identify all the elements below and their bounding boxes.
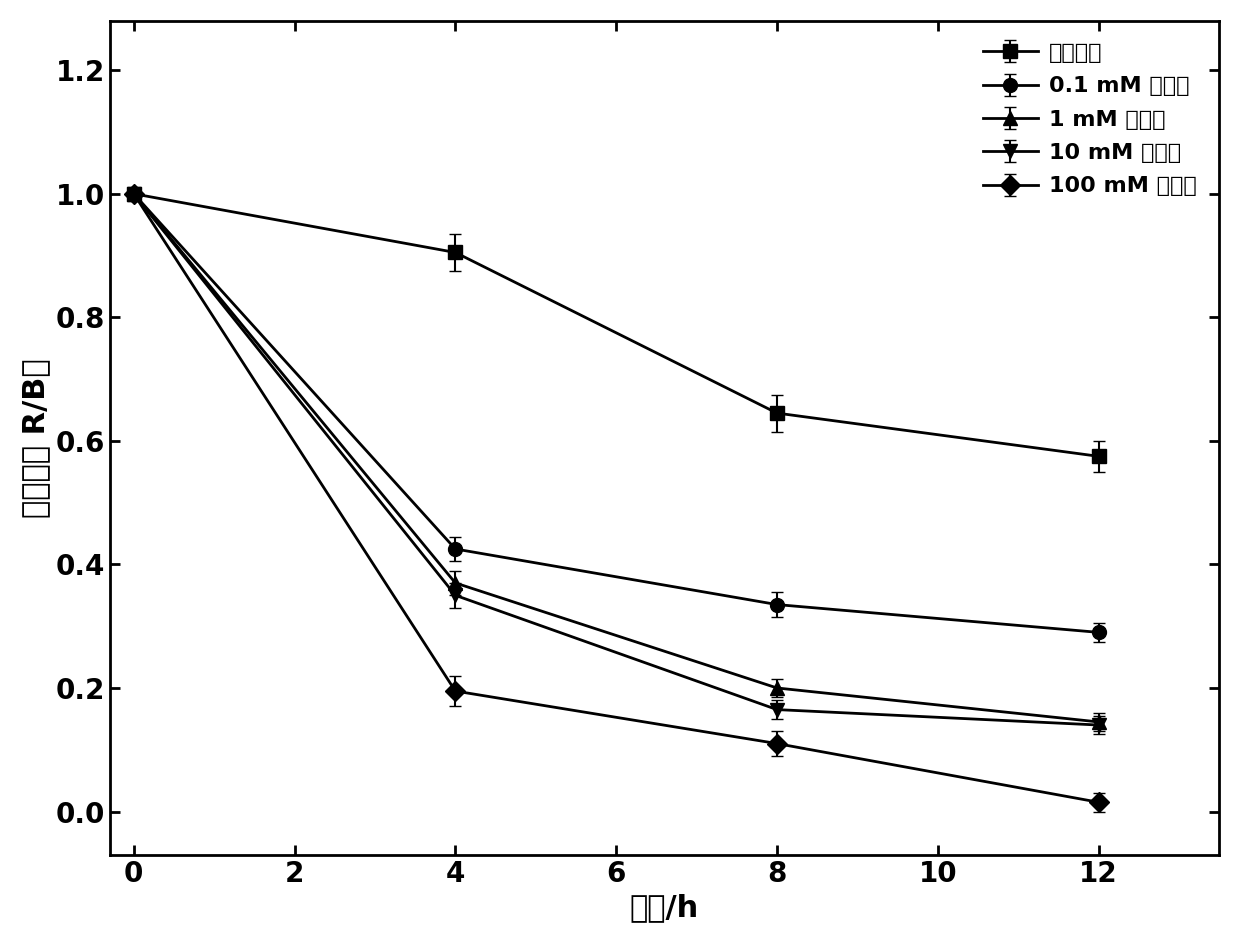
Legend: 无葡萄糖, 0.1 mM 葡萄糖, 1 mM 葡萄糖, 10 mM 葡萄糖, 100 mM 葡萄糖: 无葡萄糖, 0.1 mM 葡萄糖, 1 mM 葡萄糖, 10 mM 葡萄糖, 1… [971,32,1208,207]
X-axis label: 时间/h: 时间/h [630,893,699,922]
Y-axis label: 荧光图像 R/B值: 荧光图像 R/B值 [21,358,50,518]
